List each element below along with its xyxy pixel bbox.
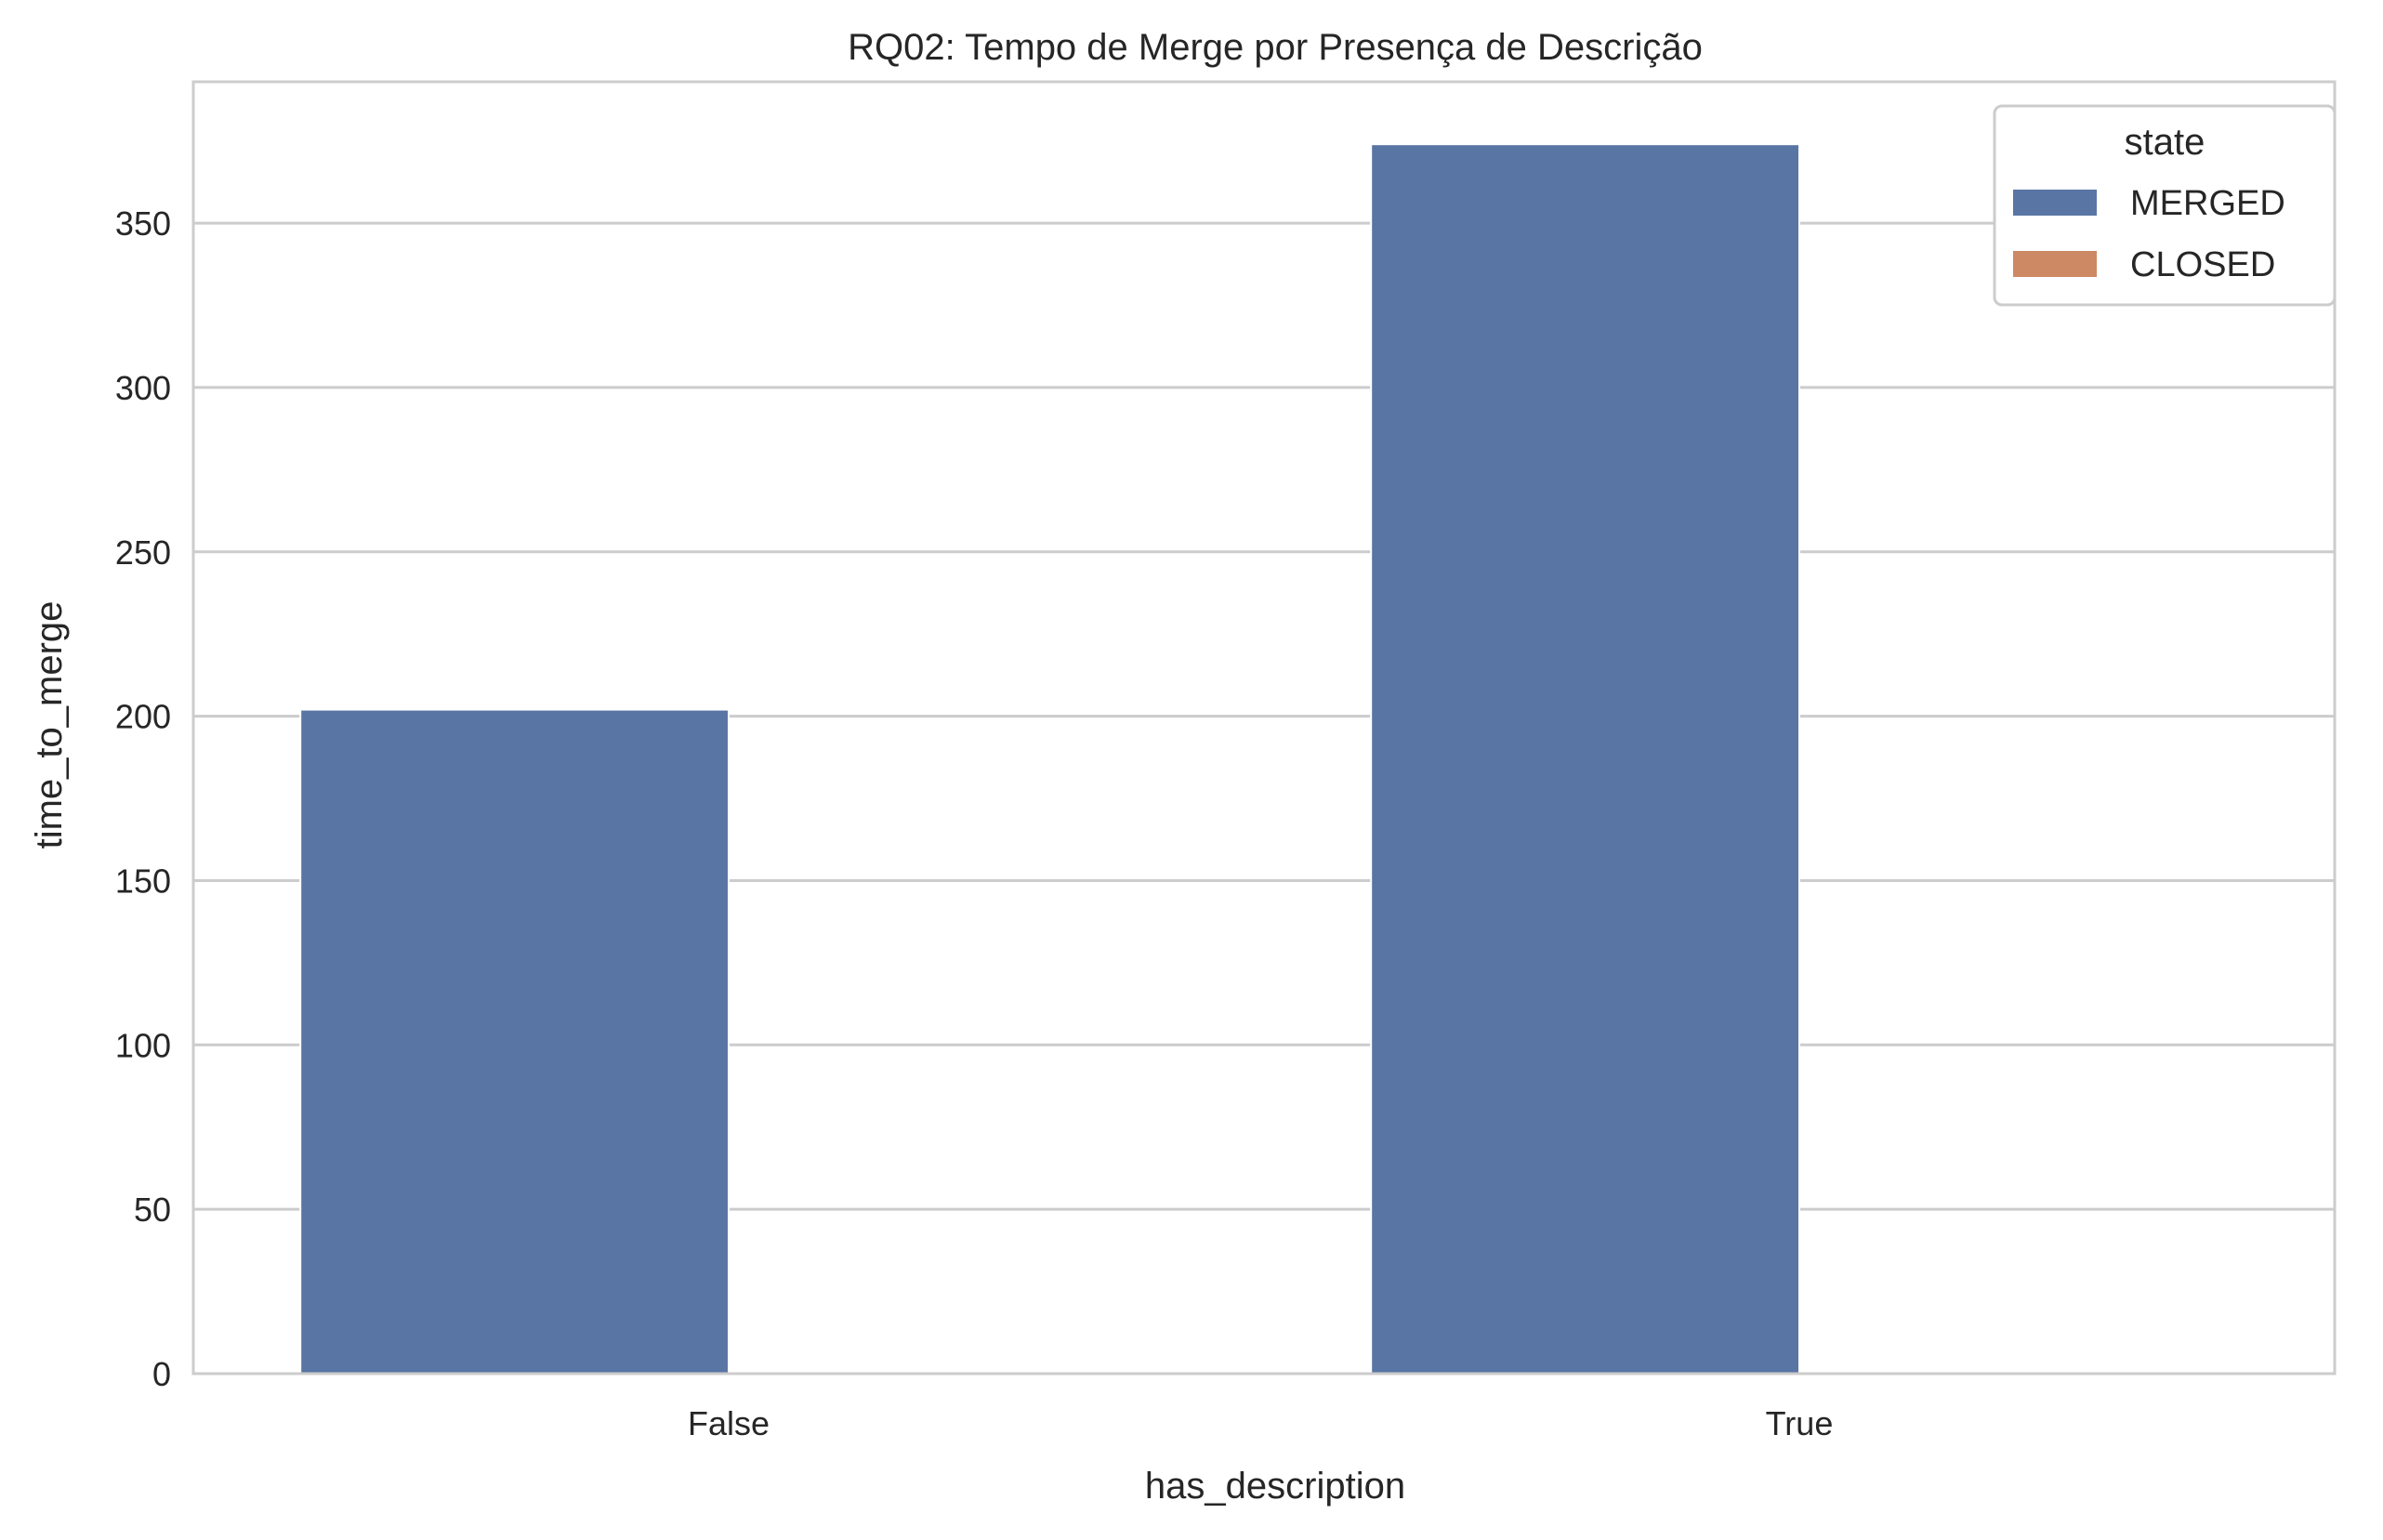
y-tick-label: 100 xyxy=(115,1026,171,1064)
legend-label-closed: CLOSED xyxy=(2130,245,2275,284)
y-axis-label: time_to_merge xyxy=(29,601,70,849)
x-tick-labels: False True xyxy=(688,1404,1833,1442)
y-tick-labels: 0 50 100 150 200 250 300 350 xyxy=(115,204,171,1393)
bar-merged-false xyxy=(299,708,730,1375)
chart-title: RQ02: Tempo de Merge por Presença de Des… xyxy=(848,27,1703,68)
legend-swatch-closed xyxy=(2013,251,2097,277)
x-axis-label: has_description xyxy=(1145,1466,1405,1507)
bars xyxy=(299,143,1800,1375)
x-tick-label: False xyxy=(688,1404,770,1442)
legend-items: MERGED CLOSED xyxy=(2013,184,2285,284)
y-tick-label: 250 xyxy=(115,533,171,572)
y-tick-label: 350 xyxy=(115,204,171,243)
legend: state MERGED CLOSED xyxy=(1993,104,2337,307)
legend-swatch-merged xyxy=(2013,190,2097,216)
plot-frame xyxy=(191,80,2337,1375)
y-tick-label: 300 xyxy=(115,369,171,407)
x-tick-label: True xyxy=(1766,1404,1834,1442)
y-tick-label: 50 xyxy=(134,1191,171,1229)
legend-title: state xyxy=(2125,122,2205,163)
y-tick-label: 200 xyxy=(115,698,171,736)
y-tick-label: 0 xyxy=(152,1355,171,1393)
bar-merged-true xyxy=(1370,143,1800,1375)
y-tick-label: 150 xyxy=(115,862,171,900)
legend-label-merged: MERGED xyxy=(2130,184,2285,223)
